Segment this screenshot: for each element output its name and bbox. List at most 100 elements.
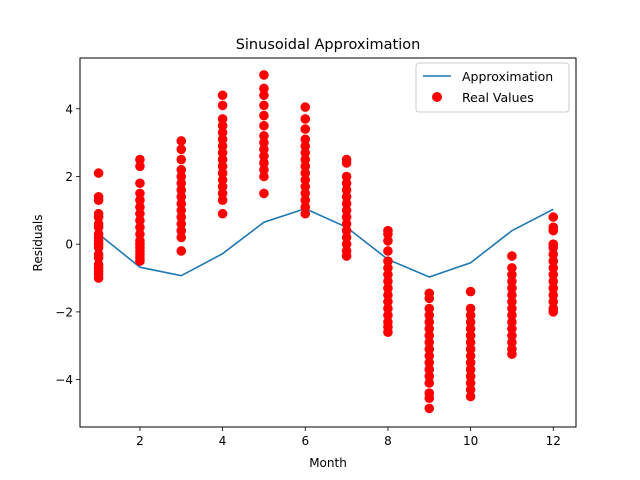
real-value-point xyxy=(259,137,269,148)
real-value-point xyxy=(424,303,435,314)
real-value-point xyxy=(465,330,476,341)
real-value-point xyxy=(507,263,517,273)
real-value-point xyxy=(424,324,435,334)
chart-title: Sinusoidal Approximation xyxy=(236,37,421,53)
real-value-point xyxy=(548,256,559,266)
y-tick-label: −2 xyxy=(55,305,73,319)
real-value-point xyxy=(507,276,517,287)
legend-label-real-values: Real Values xyxy=(462,90,534,105)
real-value-point xyxy=(383,229,393,239)
real-value-point xyxy=(465,303,476,314)
real-value-point xyxy=(176,164,187,175)
real-value-point xyxy=(383,269,393,280)
real-value-point xyxy=(465,391,476,402)
real-value-point xyxy=(548,269,559,280)
real-value-point xyxy=(176,232,187,243)
real-value-point xyxy=(93,252,104,263)
real-value-point xyxy=(300,154,311,165)
real-value-point xyxy=(424,364,435,375)
y-tick-label: −4 xyxy=(55,373,73,387)
real-value-point xyxy=(135,178,145,189)
real-value-point xyxy=(93,212,104,222)
real-value-point xyxy=(135,208,145,219)
real-value-point xyxy=(300,114,311,124)
real-value-point xyxy=(135,188,145,199)
real-value-point xyxy=(507,317,517,327)
real-value-point xyxy=(383,246,393,256)
real-value-point xyxy=(300,134,311,145)
real-value-point xyxy=(176,198,187,209)
plot-area xyxy=(93,70,559,414)
real-value-point xyxy=(507,251,517,261)
real-value-point xyxy=(93,273,104,283)
real-value-point xyxy=(135,154,145,165)
real-value-point xyxy=(176,192,187,202)
real-value-point xyxy=(383,290,393,300)
legend-label-approximation: Approximation xyxy=(462,69,553,84)
real-value-point xyxy=(383,283,393,294)
real-value-point xyxy=(259,90,269,101)
x-tick-label: 2 xyxy=(136,434,144,448)
real-value-point xyxy=(300,181,311,192)
real-value-point xyxy=(300,195,311,205)
real-value-point xyxy=(341,171,352,182)
real-value-point xyxy=(465,324,476,334)
real-value-point xyxy=(548,307,559,317)
real-value-point xyxy=(300,168,311,178)
real-value-point xyxy=(548,296,559,307)
real-value-point xyxy=(259,120,269,131)
real-value-point xyxy=(507,310,517,321)
real-value-point xyxy=(217,168,228,178)
real-value-point xyxy=(507,290,517,300)
legend-box xyxy=(415,62,570,113)
real-value-point xyxy=(300,102,311,112)
real-value-point xyxy=(341,158,352,168)
real-value-point xyxy=(507,283,517,294)
real-value-point xyxy=(424,330,435,341)
real-value-point xyxy=(383,303,393,314)
real-value-point xyxy=(259,158,269,168)
real-value-point xyxy=(507,303,517,314)
real-value-point xyxy=(465,357,476,368)
real-value-point xyxy=(217,161,228,172)
real-value-point xyxy=(217,127,228,138)
real-value-point xyxy=(507,349,517,360)
real-value-point xyxy=(259,171,269,182)
real-value-point xyxy=(341,212,352,222)
real-value-point xyxy=(424,317,435,327)
y-tick-label: 4 xyxy=(65,102,73,116)
real-value-point xyxy=(135,229,145,239)
real-value-point xyxy=(259,144,269,155)
real-value-point xyxy=(135,222,145,233)
real-value-point xyxy=(465,317,476,327)
real-value-point xyxy=(383,327,393,338)
real-value-point xyxy=(176,171,187,182)
x-tick-label: 12 xyxy=(546,434,561,448)
x-tick-label: 6 xyxy=(301,434,309,448)
real-value-point xyxy=(507,337,517,348)
real-value-point xyxy=(300,124,311,134)
real-value-point xyxy=(383,296,393,307)
real-value-point xyxy=(383,263,393,273)
real-value-point xyxy=(217,195,228,205)
real-value-point xyxy=(424,344,435,354)
y-axis-label: Residuals xyxy=(31,215,45,272)
real-value-point xyxy=(217,154,228,165)
real-value-point xyxy=(259,164,269,175)
real-value-point xyxy=(383,276,393,287)
plot-frame xyxy=(79,57,577,428)
real-value-point xyxy=(135,256,145,266)
real-value-point xyxy=(135,195,145,205)
real-value-point xyxy=(259,70,269,80)
real-value-point xyxy=(465,286,476,297)
real-value-point xyxy=(135,215,145,226)
x-axis: 2 4 6 8 10 12 xyxy=(136,427,561,448)
real-value-point xyxy=(424,403,435,414)
real-value-point xyxy=(465,364,476,375)
real-value-point xyxy=(217,134,228,145)
real-value-point xyxy=(424,357,435,368)
real-value-point xyxy=(341,219,352,229)
real-value-point xyxy=(424,393,435,404)
real-value-point xyxy=(300,208,311,219)
real-value-point xyxy=(259,131,269,141)
